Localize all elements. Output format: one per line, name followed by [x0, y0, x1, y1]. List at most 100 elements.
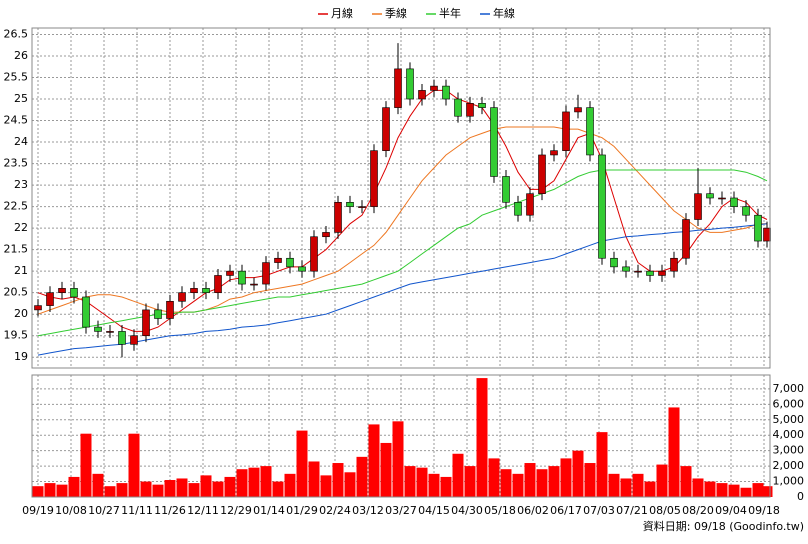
- volume-bar: [716, 483, 728, 497]
- candle-body: [106, 331, 114, 333]
- x-tick-label: 06/17: [550, 504, 582, 517]
- candle-body: [502, 176, 510, 203]
- candle-body: [58, 288, 66, 293]
- candle-body: [322, 232, 330, 238]
- volume-bar: [224, 476, 236, 497]
- volume-bar: [740, 487, 752, 497]
- volume-bar: [548, 466, 560, 497]
- candle-body: [718, 197, 726, 200]
- candle-body: [310, 236, 318, 272]
- volume-bar: [356, 456, 368, 497]
- x-tick-label: 09/19: [22, 504, 54, 517]
- volume-bar: [128, 433, 140, 497]
- volume-bar: [368, 424, 380, 497]
- y2-tick-label: 7,000: [773, 382, 805, 395]
- x-tick-label: 03/12: [352, 504, 384, 517]
- candle-body: [694, 193, 702, 220]
- volume-bar: [332, 463, 344, 497]
- candle-body: [226, 270, 234, 276]
- candle-body: [250, 283, 258, 286]
- candle-body: [670, 257, 678, 272]
- volume-bar: [761, 486, 773, 497]
- legend: 月線 季線 半年 年線: [318, 6, 515, 20]
- candle-body: [46, 292, 54, 306]
- candle-body: [634, 270, 642, 273]
- x-tick-label: 09/04: [715, 504, 747, 517]
- volume-bar: [440, 476, 452, 497]
- candle-body: [562, 111, 570, 151]
- volume-bar: [104, 486, 116, 497]
- x-tick-label: 04/30: [451, 504, 483, 517]
- plot-border: [31, 374, 771, 498]
- candle-body: [166, 300, 174, 319]
- candle-body: [274, 257, 282, 263]
- candle-body: [454, 98, 462, 117]
- volume-bar: [704, 481, 716, 497]
- candle-body: [370, 150, 378, 207]
- ma-line: [37, 89, 768, 332]
- candle-body: [34, 305, 42, 311]
- volume-bar: [476, 378, 488, 497]
- candle-body: [394, 68, 402, 108]
- volume-bar: [56, 484, 68, 497]
- volume-bar: [80, 433, 92, 497]
- y2-tick-label: 5,000: [773, 413, 805, 426]
- candle-body: [70, 288, 78, 298]
- legend-label: 年線: [493, 6, 515, 20]
- y-tick-label: 19: [14, 350, 28, 363]
- y-tick-label: 26.5: [4, 27, 29, 40]
- candle-body: [754, 214, 762, 242]
- candle-body: [190, 288, 198, 293]
- volume-bar: [596, 432, 608, 497]
- candle-body: [730, 197, 738, 207]
- candle-body: [742, 206, 750, 216]
- candle-body: [298, 266, 306, 272]
- candle-body: [382, 107, 390, 151]
- candle-body: [763, 227, 771, 242]
- volume-bar: [752, 483, 764, 497]
- ma-line: [37, 223, 768, 356]
- volume-bar: [68, 476, 80, 497]
- volume-bar: [44, 483, 56, 497]
- volume-bar: [500, 469, 512, 497]
- volume-bar: [656, 464, 668, 497]
- candle-body: [214, 275, 222, 293]
- x-tick-label: 07/21: [616, 504, 648, 517]
- volume-bar: [380, 442, 392, 497]
- legend-label: 半年: [439, 6, 461, 20]
- candle-body: [286, 257, 294, 268]
- x-tick-label: 10/27: [88, 504, 120, 517]
- volume-bar: [296, 430, 308, 497]
- y2-tick-label: 1,000: [773, 475, 805, 488]
- volume-bar: [140, 481, 152, 497]
- x-tick-label: 11/11: [121, 504, 153, 517]
- candle-body: [550, 150, 558, 156]
- volume-bar: [308, 461, 320, 497]
- candle-body: [586, 107, 594, 156]
- volume-bar: [92, 473, 104, 497]
- volume-bar: [152, 484, 164, 497]
- volume-bar: [272, 481, 284, 497]
- candle-body: [334, 202, 342, 233]
- volume-bar: [428, 473, 440, 497]
- candle-body: [118, 331, 126, 345]
- candle-body: [94, 326, 102, 332]
- volume-bar: [236, 469, 248, 497]
- y2-tick-label: 4,000: [773, 428, 805, 441]
- x-tick-label: 01/14: [253, 504, 285, 517]
- candle-body: [490, 107, 498, 177]
- candle-body: [430, 85, 438, 91]
- y-tick-label: 20: [14, 307, 28, 320]
- volume-bar: [464, 466, 476, 497]
- y-tick-label: 23.5: [4, 157, 29, 170]
- volume-bar: [632, 473, 644, 497]
- candle-body: [418, 90, 426, 100]
- y2-tick-label: 3,000: [773, 444, 805, 457]
- volume-bar: [512, 473, 524, 497]
- y2-tick-label: 6,000: [773, 397, 805, 410]
- x-tick-label: 08/20: [682, 504, 714, 517]
- volume-bar: [392, 421, 404, 497]
- volume-bar: [32, 486, 44, 497]
- x-tick-label: 11/26: [154, 504, 186, 517]
